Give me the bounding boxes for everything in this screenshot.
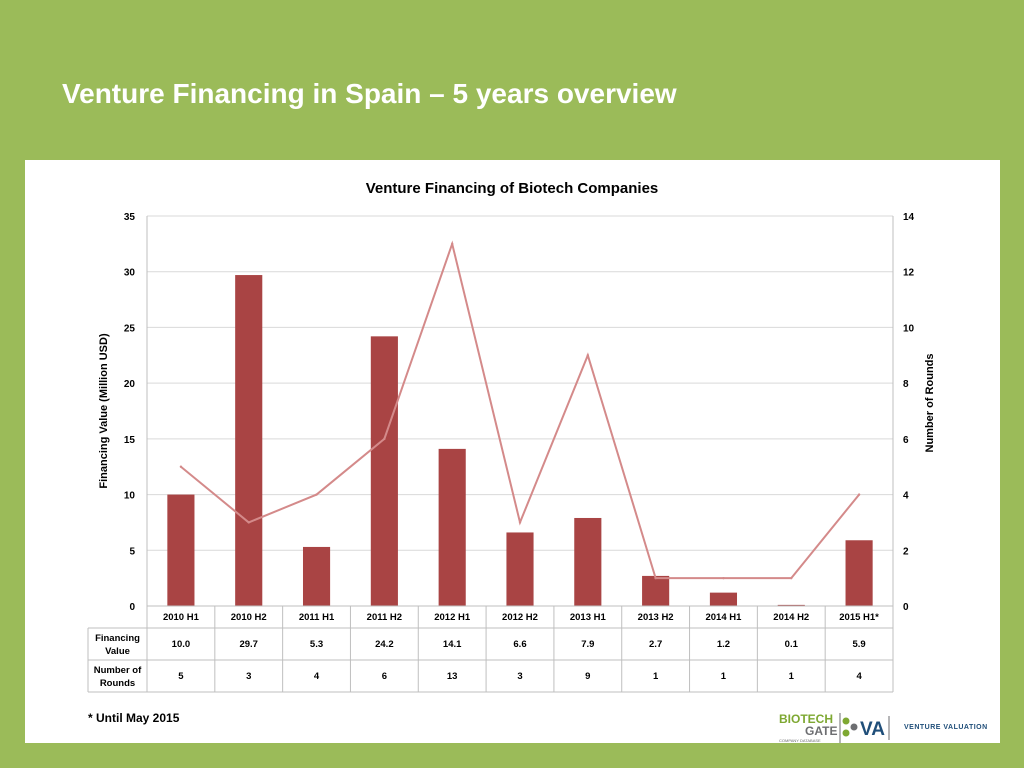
financing-value-label: 0.1 xyxy=(785,639,799,650)
y2-tick-label: 4 xyxy=(903,491,909,502)
logo-venture-valuation-text: VENTURE VALUATION xyxy=(904,724,988,731)
y-tick-label: 30 xyxy=(124,268,136,279)
gridlines xyxy=(147,215,893,551)
rounds-value-label: 1 xyxy=(721,671,727,682)
rounds-value-label: 4 xyxy=(314,671,320,682)
financing-value-label: 24.2 xyxy=(375,639,394,650)
category-label: 2011 H1 xyxy=(299,612,335,623)
bar xyxy=(642,575,670,606)
rounds-value-label: 4 xyxy=(856,671,862,682)
rounds-value-label: 6 xyxy=(382,671,387,682)
y-tick-label: 0 xyxy=(129,602,135,613)
financing-value-label: 14.1 xyxy=(443,639,462,650)
bar xyxy=(709,592,738,606)
bar xyxy=(506,532,534,606)
y2-tick-label: 14 xyxy=(903,212,915,223)
rounds-line xyxy=(180,240,860,580)
rounds-value-label: 13 xyxy=(447,671,458,682)
category-label: 2013 H1 xyxy=(570,612,607,623)
chart-title: Venture Financing of Biotech Companies xyxy=(366,180,659,197)
y2-tick-label: 6 xyxy=(903,435,909,446)
data-table: 2010 H1 10.0 5 2010 H2 29.7 3 2011 H1 5.3 4 2011 … xyxy=(87,605,894,693)
rounds-value-label: 9 xyxy=(585,671,590,682)
logo-tagline-text: COMPANY DATABASE xyxy=(779,738,821,743)
financing-value-label: 29.7 xyxy=(239,639,258,650)
rounds-value-label: 3 xyxy=(246,671,251,682)
category-label: 2014 H2 xyxy=(773,612,809,623)
bar xyxy=(235,275,263,606)
category-label: 2014 H1 xyxy=(705,612,742,623)
y-axis-title: Financing Value (Million USD) xyxy=(98,333,110,489)
row-label-rounds: Number of xyxy=(94,665,142,676)
row-label-rounds: Rounds xyxy=(100,678,135,689)
line-point xyxy=(450,242,454,246)
logo-biotech-text: BIOTECH xyxy=(779,712,833,726)
line-point xyxy=(654,576,657,580)
combo-chart: Venture Financing of Biotech Companies 0… xyxy=(87,180,936,693)
line-point xyxy=(518,521,522,524)
y2-axis-title: Number of Rounds xyxy=(924,354,936,453)
line-point xyxy=(247,521,250,524)
line-series xyxy=(179,240,861,580)
y2-tick-label: 0 xyxy=(903,602,909,613)
y-tick-label: 35 xyxy=(124,212,136,223)
y2-tick-label: 10 xyxy=(903,323,915,334)
slide-title: Venture Financing in Spain – 5 years ove… xyxy=(62,78,677,109)
bar xyxy=(167,494,195,606)
financing-value-label: 7.9 xyxy=(581,639,594,650)
financing-value-label: 2.7 xyxy=(649,639,662,650)
financing-value-label: 5.3 xyxy=(310,639,323,650)
bar xyxy=(370,336,398,606)
financing-value-label: 5.9 xyxy=(852,639,865,650)
category-label: 2011 H2 xyxy=(367,612,402,623)
molecule-icon xyxy=(842,717,858,737)
financing-value-label: 1.2 xyxy=(717,639,730,650)
bar xyxy=(777,604,805,606)
category-label: 2010 H1 xyxy=(163,612,200,623)
rounds-value-label: 5 xyxy=(178,671,184,682)
bar xyxy=(438,448,466,606)
category-label: 2012 H1 xyxy=(434,612,471,623)
y-tick-label: 25 xyxy=(124,323,136,334)
category-label: 2010 H2 xyxy=(231,612,267,623)
row-label-financing: Financing xyxy=(95,633,140,644)
line-point xyxy=(722,576,725,580)
line-point xyxy=(790,576,793,580)
logo-va-text: VA xyxy=(860,719,885,740)
financing-value-label: 10.0 xyxy=(172,639,191,650)
category-label: 2013 H2 xyxy=(638,612,674,623)
bar-series xyxy=(167,275,873,606)
axes: 0 5 10 15 20 25 30 35 0 2 4 6 8 10 12 14 Financing Value… xyxy=(98,212,936,613)
category-label: 2012 H2 xyxy=(502,612,538,623)
y2-tick-label: 2 xyxy=(903,546,909,557)
bar xyxy=(574,517,602,606)
row-label-financing: Value xyxy=(105,646,130,657)
chart-panel: Venture Financing of Biotech Companies 0… xyxy=(25,160,1000,743)
company-logo: BIOTECH GATE COMPANY DATABASE VA VENTURE… xyxy=(779,712,988,743)
y-tick-label: 20 xyxy=(124,379,136,390)
line-point xyxy=(179,465,183,468)
line-point xyxy=(586,354,590,357)
y-tick-label: 5 xyxy=(129,546,135,557)
y2-tick-label: 8 xyxy=(903,379,909,390)
bar xyxy=(302,546,331,606)
y2-tick-label: 12 xyxy=(903,268,915,279)
y-tick-label: 10 xyxy=(124,491,136,502)
rounds-value-label: 3 xyxy=(517,671,522,682)
category-label: 2015 H1* xyxy=(839,612,879,623)
line-point xyxy=(857,493,861,496)
line-point xyxy=(383,437,386,441)
rounds-value-label: 1 xyxy=(653,671,659,682)
rounds-value-label: 1 xyxy=(789,671,795,682)
logo-gate-text: GATE xyxy=(805,724,837,738)
financing-value-label: 6.6 xyxy=(513,639,526,650)
footnote: * Until May 2015 xyxy=(88,711,180,725)
line-point xyxy=(315,493,318,496)
bar xyxy=(845,540,873,606)
y-tick-label: 15 xyxy=(124,435,136,446)
